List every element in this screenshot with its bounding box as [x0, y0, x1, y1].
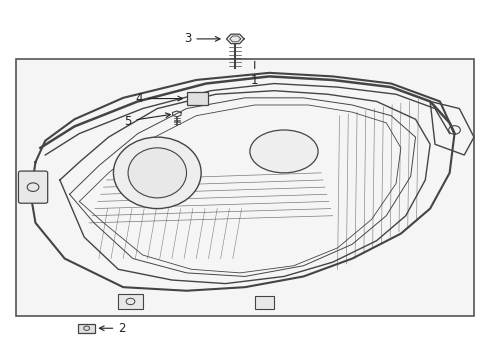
Text: 4: 4: [135, 92, 182, 105]
Text: 3: 3: [184, 32, 220, 45]
Text: 1: 1: [251, 61, 259, 87]
FancyBboxPatch shape: [19, 171, 48, 203]
Polygon shape: [226, 34, 244, 44]
Ellipse shape: [114, 137, 201, 208]
FancyBboxPatch shape: [16, 59, 474, 316]
Text: 2: 2: [99, 322, 126, 335]
Bar: [118, 294, 143, 309]
Bar: [255, 296, 274, 309]
Bar: [78, 324, 95, 333]
Ellipse shape: [250, 130, 318, 173]
Ellipse shape: [128, 148, 187, 198]
Text: 5: 5: [124, 113, 171, 127]
Bar: [187, 93, 208, 105]
